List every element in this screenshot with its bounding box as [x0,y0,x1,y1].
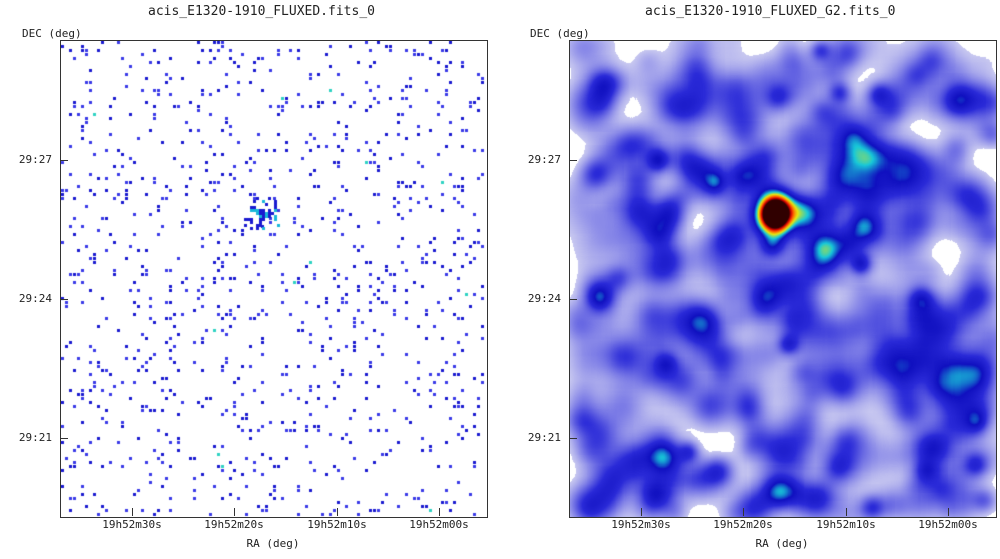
right-panel-title: acis_E1320-1910_FLUXED_G2.fits_0 [645,4,896,19]
left-x-tick-mark [132,508,133,516]
right-image-plot[interactable] [569,40,997,518]
left-x-axis-label: RA (deg) [246,537,300,550]
left-y-tick-mark [60,438,68,439]
left-x-tick-mark [337,508,338,516]
right-x-tick-mark [641,508,642,516]
right-x-tick-mark [948,508,949,516]
right-x-tick-mark [743,508,744,516]
right-image-canvas[interactable] [570,41,996,517]
right-image-panel: acis_E1320-1910_FLUXED_G2.fits_0 DEC (de… [500,0,1000,559]
left-y-axis-label: DEC (deg) [22,27,82,40]
left-x-tick-mark [439,508,440,516]
right-y-tick-mark [569,160,577,161]
left-image-panel: acis_E1320-1910_FLUXED.fits_0 DEC (deg) … [18,4,488,550]
right-y-tick-mark [569,438,577,439]
right-x-axis-label: RA (deg) [755,537,809,550]
left-image-canvas[interactable] [61,41,487,517]
right-y-tick: 29:24 [527,292,561,305]
right-x-tick: 19h52m20s [713,518,773,531]
left-x-tick: 19h52m00s [409,518,469,531]
left-x-tick: 19h52m10s [307,518,367,531]
right-y-tick-mark [569,299,577,300]
left-x-tick-mark [234,508,235,516]
right-y-tick: 29:21 [527,431,561,444]
left-x-tick: 19h52m20s [204,518,264,531]
right-x-tick: 19h52m00s [918,518,978,531]
left-image-plot[interactable] [60,40,488,518]
right-y-tick: 29:27 [527,153,561,166]
left-x-tick: 19h52m30s [102,518,162,531]
left-y-tick-mark [60,160,68,161]
left-y-tick: 29:24 [18,292,52,305]
right-y-axis-label: DEC (deg) [530,27,590,40]
right-x-tick: 19h52m10s [816,518,876,531]
left-y-tick-mark [60,299,68,300]
left-y-tick: 29:27 [18,153,52,166]
right-x-tick-mark [846,508,847,516]
left-panel-title: acis_E1320-1910_FLUXED.fits_0 [148,4,375,19]
left-y-tick: 29:21 [18,431,52,444]
right-x-tick: 19h52m30s [611,518,671,531]
